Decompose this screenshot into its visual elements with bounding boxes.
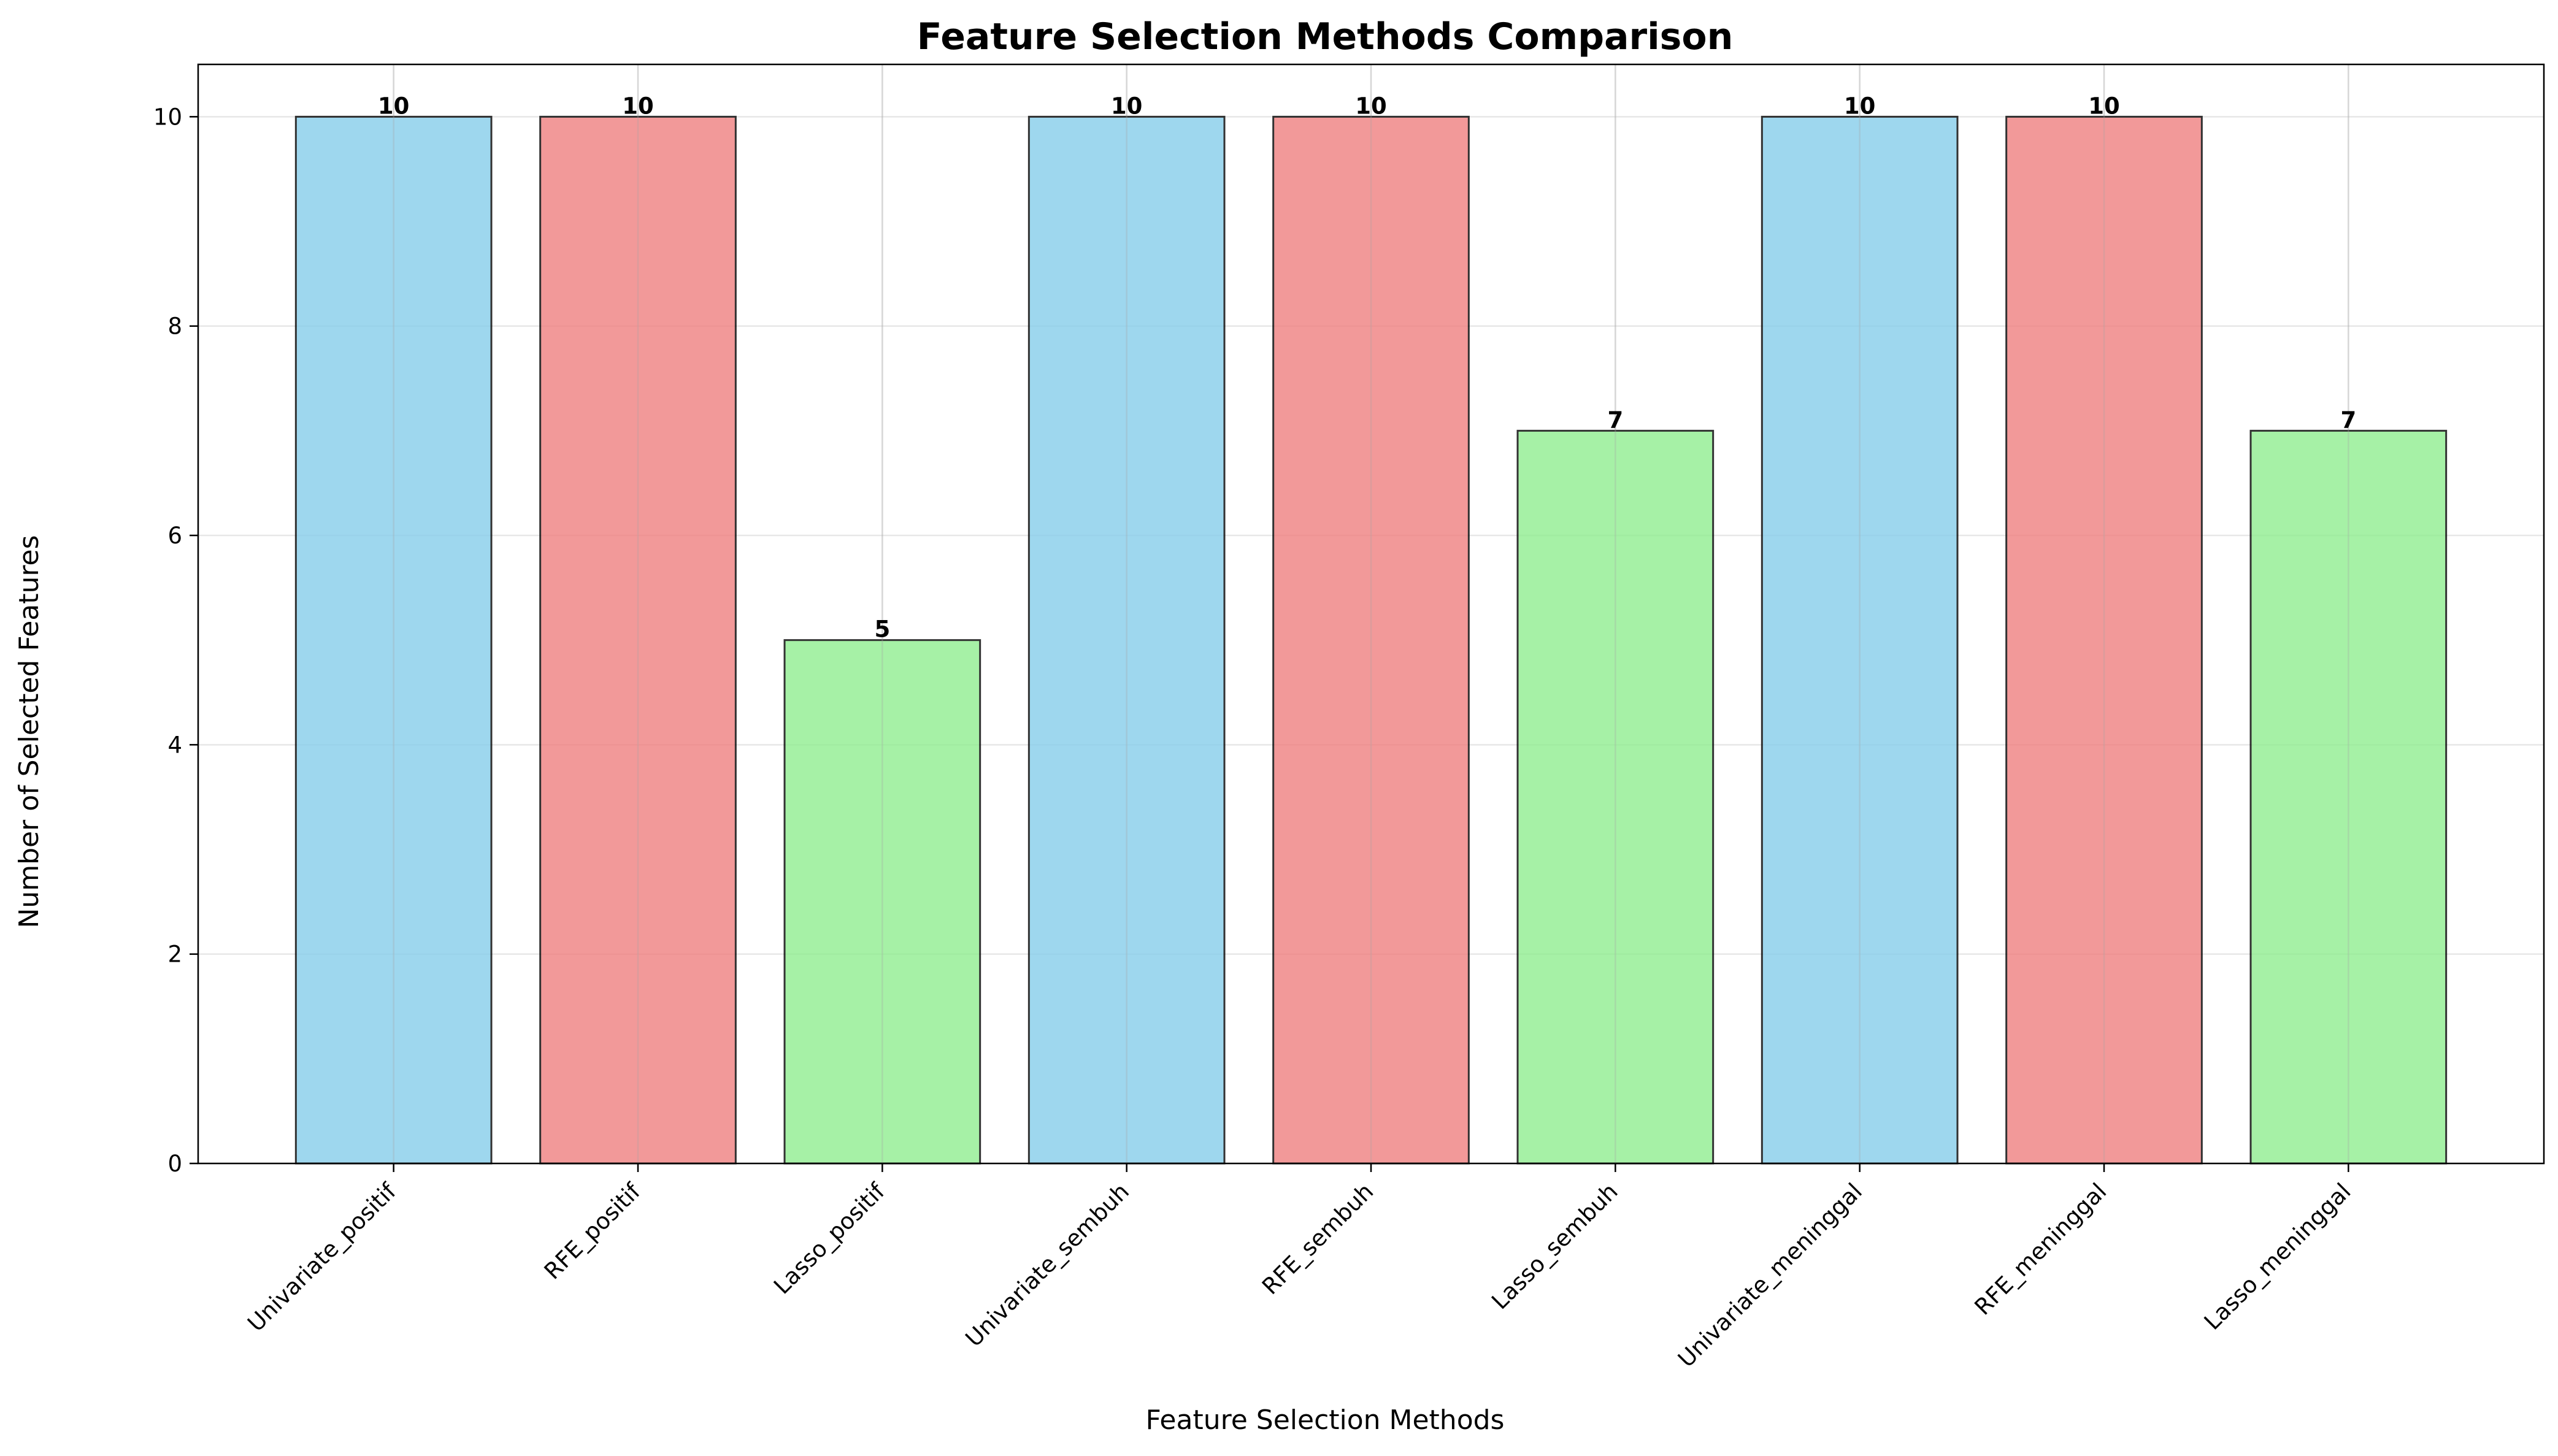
bar-value-label: 10 xyxy=(622,93,654,119)
x-tick-label: Univariate_positif xyxy=(242,1178,401,1336)
y-axis-title: Number of Selected Features xyxy=(13,535,45,928)
x-tick-label: RFE_meninggal xyxy=(1970,1178,2112,1320)
bar-lasso-meninggal xyxy=(2249,429,2448,1165)
bar-rfe-sembuh xyxy=(1272,115,1470,1165)
x-tick-label: RFE_sembuh xyxy=(1257,1178,1378,1300)
chart-title: Feature Selection Methods Comparison xyxy=(917,15,1734,58)
bar-value-label: 7 xyxy=(1607,407,1623,433)
y-tick-label: 2 xyxy=(167,941,182,968)
y-tick-label: 6 xyxy=(167,523,182,549)
x-tick-label: Lasso_positif xyxy=(769,1178,890,1299)
x-tick-label: Univariate_meninggal xyxy=(1673,1178,1867,1373)
bar-value-label: 7 xyxy=(2340,407,2356,433)
x-tick-label: RFE_positif xyxy=(539,1178,646,1284)
y-tick-label: 10 xyxy=(153,104,182,130)
axis-layer xyxy=(190,63,2545,1172)
bar-rfe-meninggal xyxy=(2005,115,2203,1165)
bar-lasso-positif xyxy=(783,639,981,1165)
bar-value-label: 5 xyxy=(874,616,890,643)
bar-univariate-meninggal xyxy=(1761,115,1959,1165)
bar-value-label: 10 xyxy=(2088,93,2120,119)
y-tick-label: 4 xyxy=(167,732,182,758)
bar-rfe-positif xyxy=(539,115,737,1165)
bar-value-label: 10 xyxy=(1844,93,1876,119)
x-tick-label: Lasso_meninggal xyxy=(2199,1178,2356,1335)
x-tick-label: Univariate_sembuh xyxy=(961,1178,1134,1352)
bar-univariate-sembuh xyxy=(1027,115,1226,1165)
bar-layer xyxy=(294,64,2448,1165)
x-tick-label: Lasso_sembuh xyxy=(1486,1178,1623,1314)
bar-univariate-positif xyxy=(294,115,493,1165)
x-axis-title: Feature Selection Methods xyxy=(1146,1404,1505,1436)
bar-lasso-sembuh xyxy=(1516,429,1715,1165)
bar-value-label: 10 xyxy=(1111,93,1143,119)
y-tick-label: 0 xyxy=(167,1151,182,1177)
bar-value-label: 10 xyxy=(1355,93,1387,119)
y-tick-label: 8 xyxy=(167,313,182,340)
bar-value-label: 10 xyxy=(378,93,410,119)
